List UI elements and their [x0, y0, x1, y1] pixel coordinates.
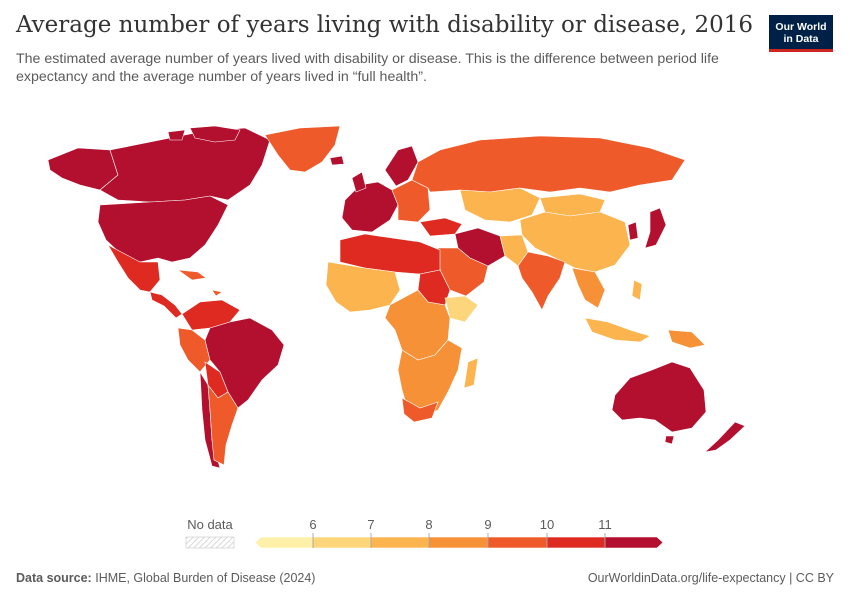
region-turkey[interactable] — [419, 217, 463, 237]
data-source-label: Data source: — [16, 571, 92, 585]
legend-bin-5[interactable] — [546, 536, 606, 549]
owid-logo[interactable]: Our World in Data — [769, 15, 833, 52]
logo-line-1: Our World — [775, 21, 827, 33]
legend-bin-1[interactable] — [312, 536, 372, 549]
legend-bin-6[interactable] — [604, 536, 664, 549]
legend-bins — [254, 533, 664, 549]
region-uk[interactable] — [351, 171, 367, 193]
region-colombia-venezuela[interactable] — [181, 299, 241, 331]
region-southern-africa[interactable] — [397, 339, 463, 419]
region-usa[interactable] — [97, 195, 229, 263]
legend-ticks: 6 7 8 9 10 11 — [309, 517, 611, 532]
region-southeast-asia[interactable] — [571, 267, 606, 309]
region-central-america[interactable] — [149, 291, 183, 319]
data-source: Data source: IHME, Global Burden of Dise… — [16, 571, 315, 585]
region-caribbean[interactable] — [176, 269, 223, 297]
region-canada-islands[interactable] — [167, 125, 241, 143]
region-western-europe[interactable] — [341, 181, 399, 233]
color-legend: No data 6 7 8 9 10 11 — [185, 517, 664, 549]
region-greenland[interactable] — [264, 125, 341, 173]
chart-subtitle: The estimated average number of years li… — [16, 51, 719, 85]
region-india[interactable] — [517, 251, 566, 311]
source-url-link[interactable]: OurWorldinData.org/life-expectancy | CC … — [587, 571, 834, 585]
legend-bin-2[interactable] — [370, 536, 430, 549]
legend-bin-3[interactable] — [428, 536, 489, 549]
legend-tick-8: 8 — [425, 517, 432, 532]
legend-tick-9: 9 — [484, 517, 491, 532]
region-japan[interactable] — [644, 207, 667, 249]
region-new-zealand[interactable] — [704, 421, 746, 453]
region-philippines[interactable] — [631, 279, 643, 301]
region-madagascar[interactable] — [463, 357, 479, 389]
region-russia[interactable] — [411, 135, 686, 193]
region-horn-of-africa[interactable] — [444, 295, 479, 323]
chart-title: Average number of years living with disa… — [16, 12, 753, 38]
region-canada[interactable] — [99, 127, 271, 203]
region-brazil[interactable] — [204, 317, 285, 409]
region-kazakhstan-central-asia[interactable] — [459, 187, 541, 223]
region-korea[interactable] — [627, 221, 639, 241]
legend-tick-7: 7 — [367, 517, 374, 532]
legend-bin-0[interactable] — [254, 536, 314, 549]
data-source-text: IHME, Global Burden of Disease (2024) — [95, 571, 316, 585]
region-australia[interactable] — [611, 361, 707, 433]
region-new-guinea[interactable] — [667, 329, 706, 349]
region-indonesia[interactable] — [584, 317, 651, 343]
legend-bin-4[interactable] — [487, 536, 548, 549]
region-peru-ecuador[interactable] — [177, 327, 211, 373]
region-tasmania[interactable] — [664, 435, 675, 445]
region-south-africa[interactable] — [401, 397, 439, 423]
no-data-label: No data — [187, 517, 233, 532]
logo-line-2: in Data — [783, 33, 819, 45]
legend-tick-11: 11 — [598, 517, 612, 532]
region-china[interactable] — [519, 211, 631, 273]
legend-tick-6: 6 — [309, 517, 316, 532]
no-data-swatch — [185, 536, 235, 549]
region-west-africa[interactable] — [325, 261, 401, 313]
legend-tick-10: 10 — [540, 517, 554, 532]
region-argentina[interactable] — [207, 384, 239, 466]
region-iceland[interactable] — [329, 155, 345, 166]
world-map[interactable] — [0, 120, 850, 480]
